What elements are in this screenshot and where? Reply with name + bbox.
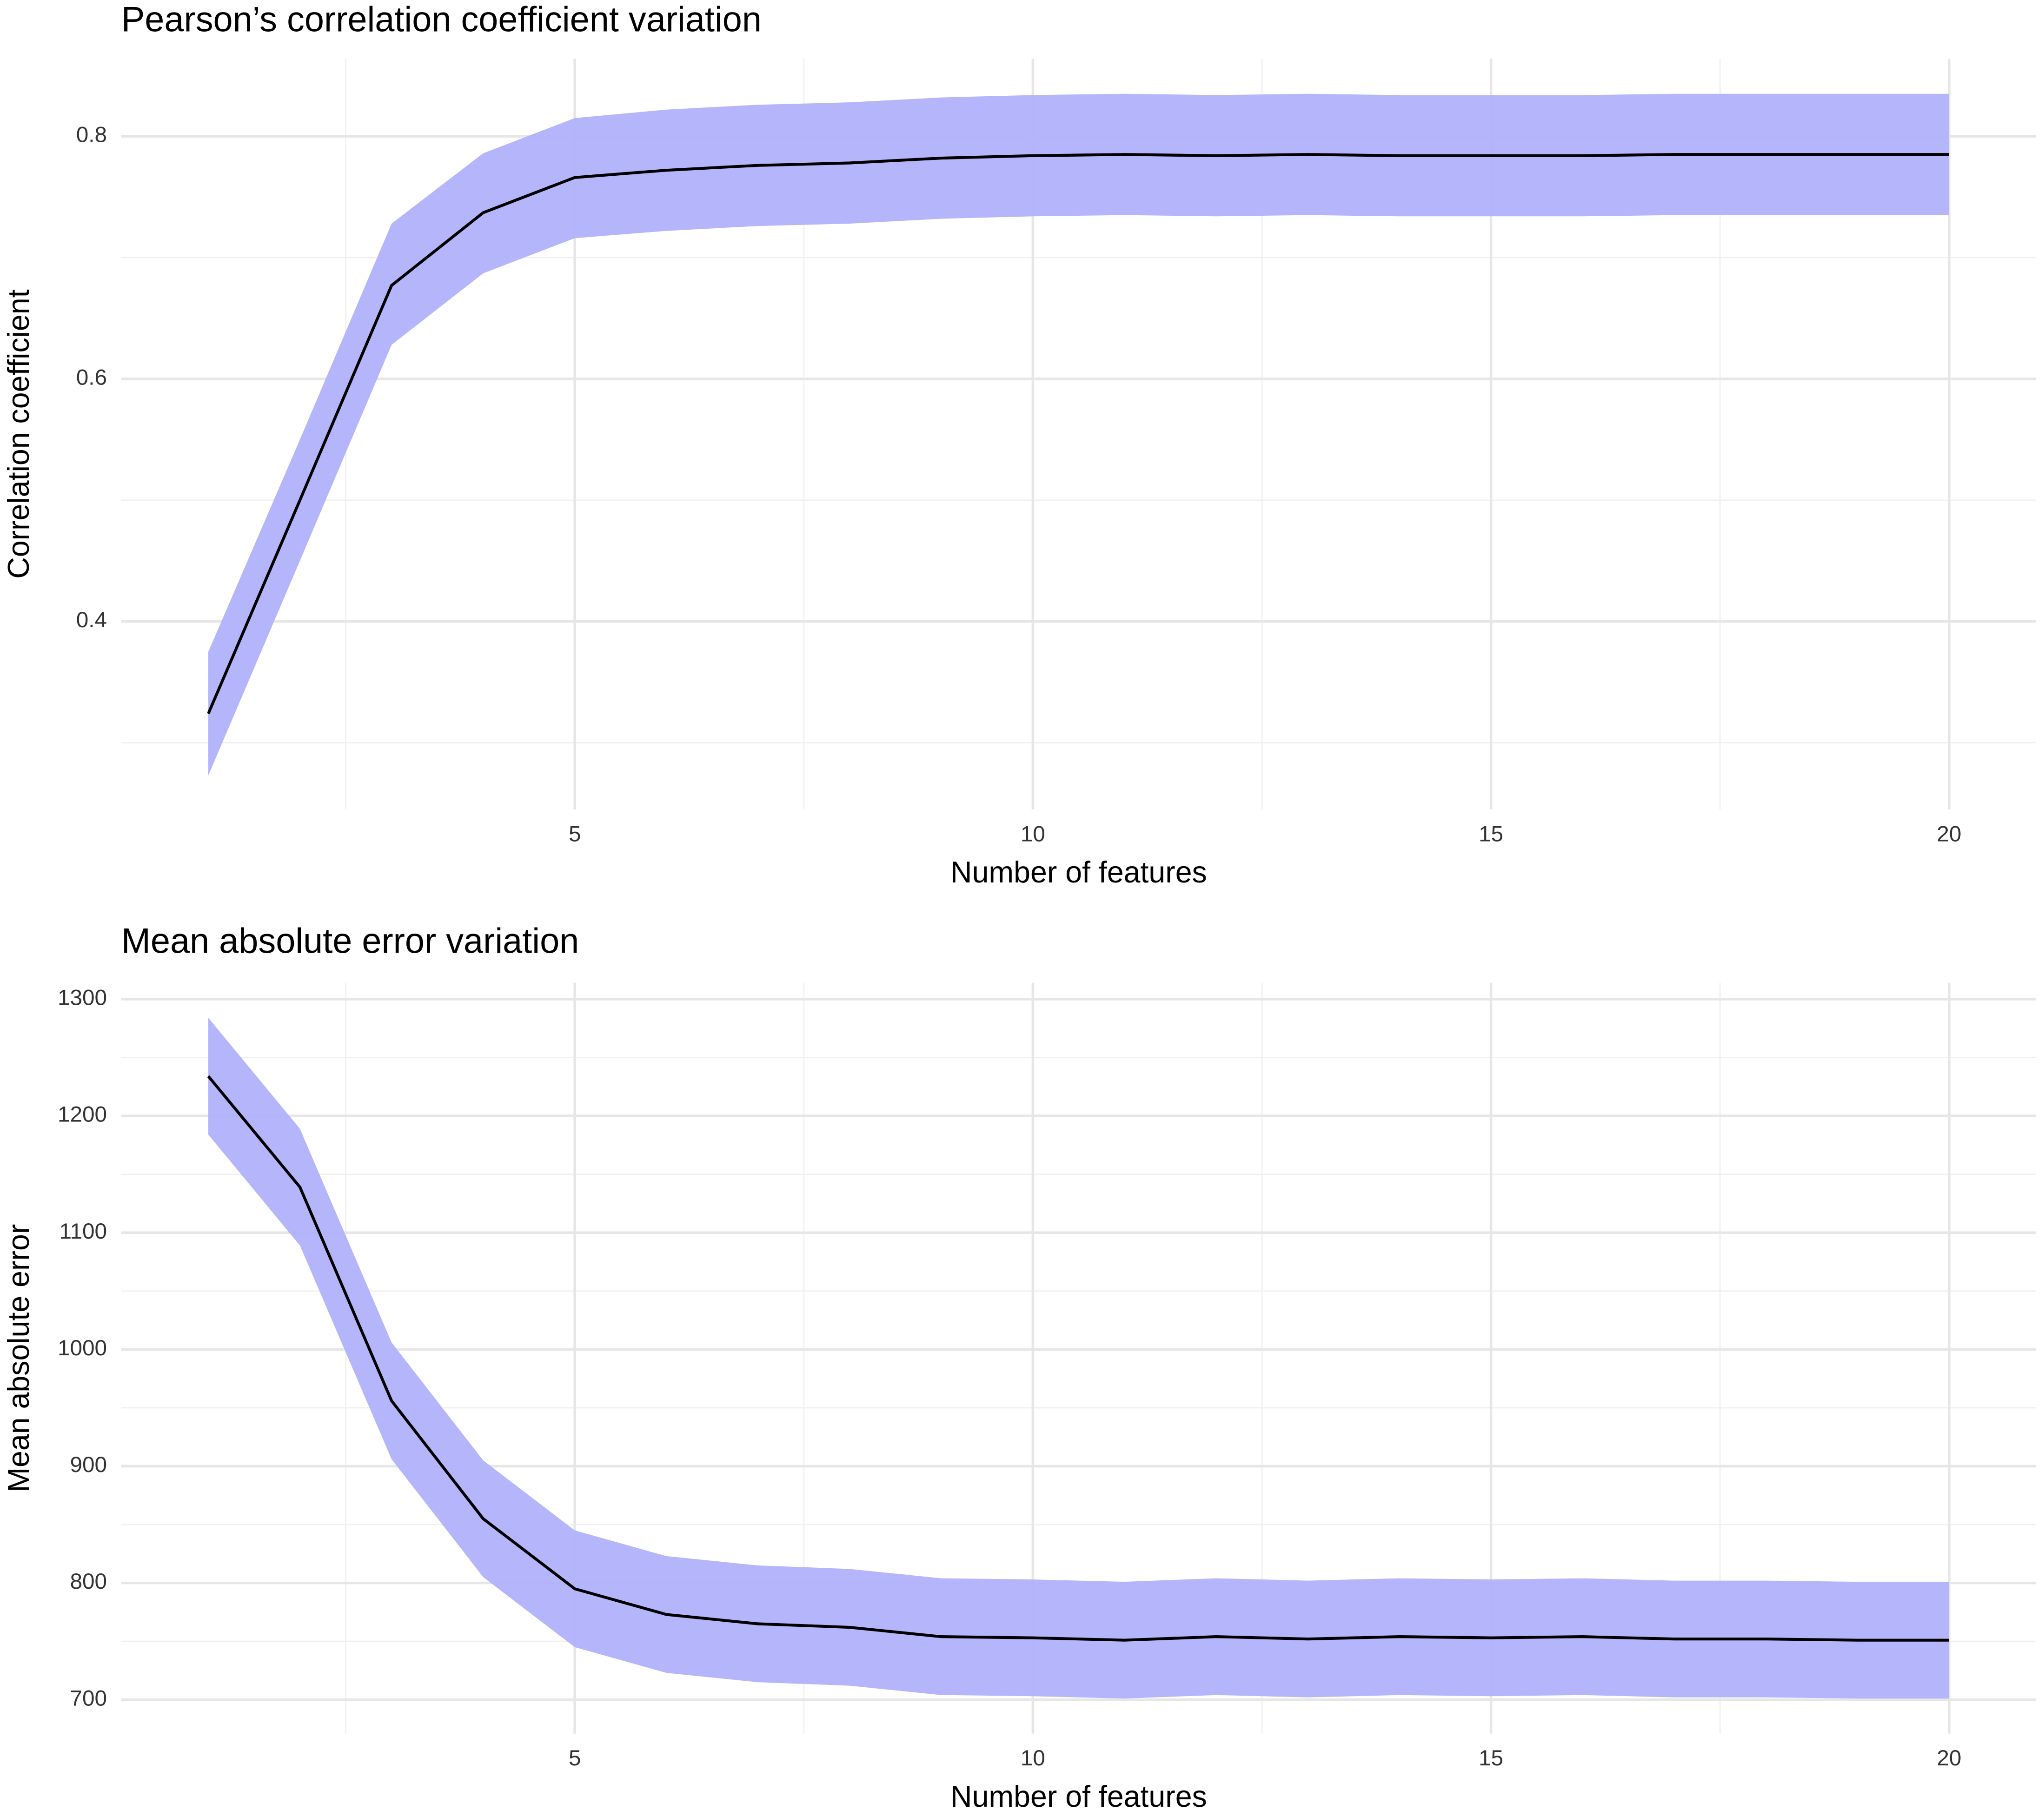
x-tick-label: 15 <box>1479 1746 1503 1771</box>
y-tick-label: 800 <box>70 1569 107 1594</box>
x-tick-label: 10 <box>1021 822 1045 847</box>
y-tick-label: 900 <box>70 1452 107 1477</box>
x-tick-label: 5 <box>569 1746 581 1771</box>
chart-title: Mean absolute error variation <box>121 922 579 961</box>
y-tick-label: 0.8 <box>76 123 107 147</box>
line <box>207 1075 1949 1642</box>
x-tick-label: 5 <box>569 822 581 847</box>
y-tick-label: 1000 <box>58 1336 107 1360</box>
x-axis-label: Number of features <box>950 855 1207 889</box>
y-tick-label: 0.4 <box>76 608 107 632</box>
y-axis-label: Correlation coefficient <box>2 289 35 578</box>
chart-title: Pearson’s correlation coefficient variat… <box>121 0 762 40</box>
x-tick-label: 10 <box>1021 1746 1045 1771</box>
band <box>208 1018 1949 1699</box>
y-tick-label: 1300 <box>58 986 107 1010</box>
x-tick-label: 15 <box>1479 822 1503 847</box>
x-axis-label: Number of features <box>950 1780 1207 1813</box>
y-tick-label: 0.6 <box>76 365 107 390</box>
y-axis-label: Mean absolute error <box>2 1224 35 1492</box>
band <box>208 93 1949 776</box>
y-tick-label: 700 <box>70 1686 107 1711</box>
line <box>207 153 1949 715</box>
y-tick-label: 1100 <box>60 1219 107 1244</box>
x-tick-label: 20 <box>1937 1746 1961 1771</box>
y-tick-label: 1200 <box>58 1102 107 1127</box>
x-tick-label: 20 <box>1937 822 1961 847</box>
